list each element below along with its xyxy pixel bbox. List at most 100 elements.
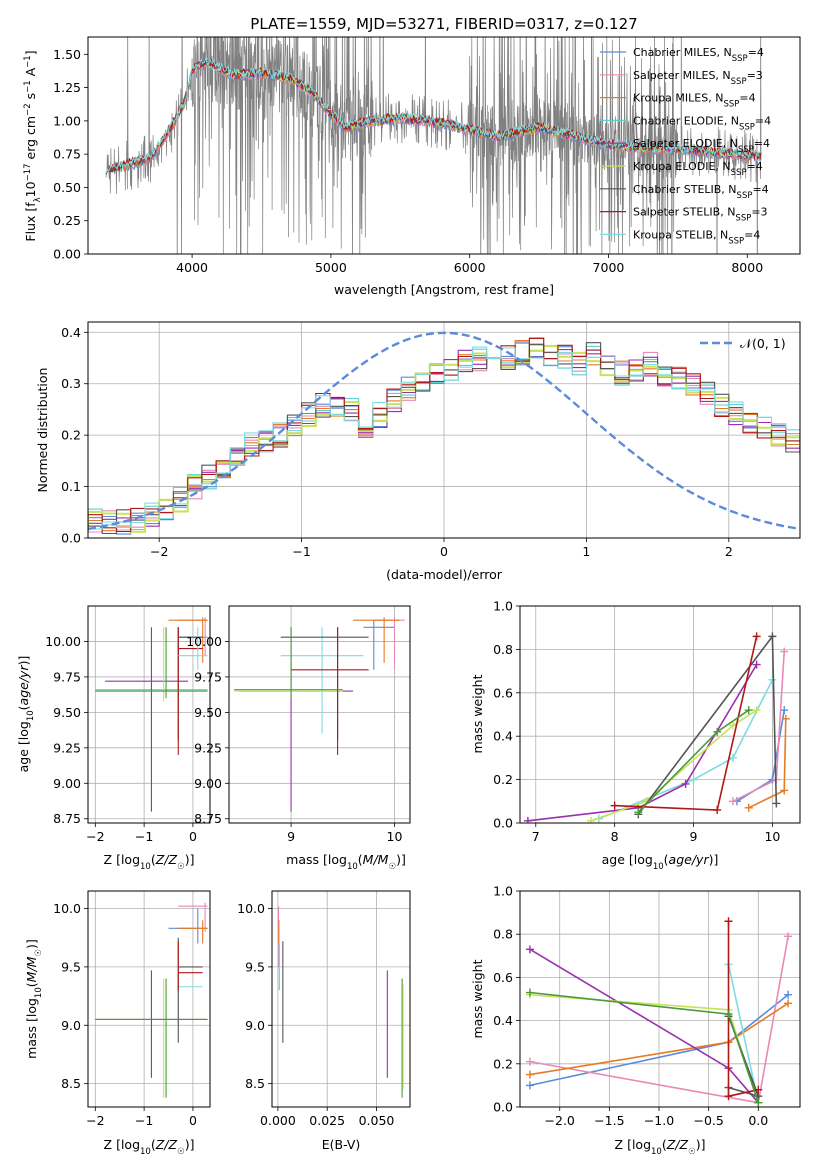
x-axis-label: age [log10(age/yr)] <box>602 852 719 872</box>
y-tick-label: 9.75 <box>53 669 81 684</box>
plus-marker <box>780 786 789 795</box>
x-axis-label: Z [log10(Z/Z☉)] <box>104 1137 195 1157</box>
x-tick-label: 7000 <box>593 260 625 275</box>
y-tick-label: 0.1 <box>61 479 81 494</box>
error-bar <box>353 617 400 663</box>
error-bar <box>168 908 208 944</box>
plus-marker <box>752 706 761 715</box>
plus-marker <box>744 706 753 715</box>
weight-series <box>724 917 763 1101</box>
legend-label: Chabrier ELODIE, NSSP=4 <box>633 114 771 132</box>
legend-label: Salpeter STELIB, NSSP=3 <box>633 206 768 224</box>
plus-marker <box>784 932 793 941</box>
plot-area <box>234 617 405 812</box>
y-tick-label: 10.00 <box>186 634 222 649</box>
y-tick-label: 9.00 <box>53 776 81 791</box>
residual-histogram <box>88 340 800 532</box>
x-axis-label: Z [log10(Z/Z☉)] <box>104 852 195 872</box>
series-line <box>527 664 758 822</box>
plus-marker <box>634 808 643 817</box>
legend-label: Chabrier STELIB, NSSP=4 <box>633 183 769 201</box>
error-bar <box>373 617 405 670</box>
y-tick-label: 8.75 <box>194 811 222 826</box>
y-tick-label: 1.00 <box>53 113 81 128</box>
y-tick-label: 0.0 <box>493 1100 513 1115</box>
error-bar <box>291 627 369 755</box>
x-tick-label: 0.050 <box>359 1113 395 1128</box>
y-tick-label: 0.4 <box>493 729 513 744</box>
x-tick-label: 0.000 <box>260 1113 296 1128</box>
plus-marker <box>681 779 690 788</box>
plus-marker <box>713 805 722 814</box>
error-bar <box>234 627 343 699</box>
y-tick-label: 0.2 <box>61 428 81 443</box>
x-axis-label: Z [log10(Z/Z☉)] <box>615 1137 706 1157</box>
x-tick-label: −2 <box>150 544 168 559</box>
plus-marker <box>586 816 595 823</box>
plot-area <box>95 902 208 1098</box>
y-axis-label: Flux [fλ10−17 erg cm−2 s−1 A−1] <box>23 50 43 241</box>
weight-series <box>594 675 777 823</box>
weight-series <box>525 990 763 1107</box>
axes-frame <box>87 890 211 1108</box>
residual-histogram <box>88 337 800 531</box>
mass-weight-vs-metallicity-chart: −2.0 −1.5 −1.0 −0.5 0.0 0.0 0.2 0.4 0.6 0.8 1.0 Z [… <box>470 884 801 1157</box>
residual-histogram <box>88 346 800 531</box>
y-tick-label: 0.0 <box>493 816 513 831</box>
x-tick-label: 8 <box>611 829 619 844</box>
y-axis-label: mass weight <box>470 959 485 1038</box>
residual-histogram <box>88 349 800 531</box>
error-bar <box>178 627 208 670</box>
y-tick-label: 9.5 <box>245 959 265 974</box>
plot-area <box>277 906 404 1098</box>
plus-marker <box>689 775 698 784</box>
axes-frame <box>228 605 411 824</box>
plot-area <box>523 632 790 823</box>
x-tick-label: −1 <box>135 1113 153 1128</box>
residual-histogram <box>88 337 800 533</box>
legend: Chabrier MILES, NSSP=4 Salpeter MILES, NS… <box>600 46 771 246</box>
x-tick-label: 0.0 <box>748 1113 768 1128</box>
plus-marker <box>728 797 737 806</box>
x-tick-label: −1.0 <box>644 1113 674 1128</box>
x-tick-label: 8000 <box>731 260 763 275</box>
y-tick-label: 9.0 <box>61 1018 81 1033</box>
weight-series <box>525 988 763 1107</box>
plus-marker <box>768 675 777 684</box>
plus-marker <box>784 990 793 999</box>
x-tick-label: 0 <box>440 544 448 559</box>
y-tick-label: 1.0 <box>493 884 513 899</box>
mass-weight-vs-age-chart: 7 8 9 10 0.0 0.2 0.4 0.6 0.8 1.0 age [log10(age/yr… <box>470 599 801 872</box>
plus-marker <box>744 803 753 812</box>
y-tick-label: 0.8 <box>493 927 513 942</box>
y-tick-label: 0.25 <box>53 213 81 228</box>
plus-marker <box>772 799 781 808</box>
x-axis-label: wavelength [Angstrom, rest frame] <box>334 282 554 297</box>
error-bar <box>178 920 208 944</box>
y-axis-label: Normed distribution <box>35 368 50 493</box>
plus-marker <box>523 816 532 823</box>
legend-label: Salpeter ELODIE, NSSP=4 <box>633 137 770 155</box>
weight-series <box>610 632 761 814</box>
y-tick-label: 1.50 <box>53 47 81 62</box>
residual-histogram <box>88 342 800 535</box>
model-line <box>105 58 762 174</box>
x-tick-label: −2 <box>86 1113 104 1128</box>
x-tick-label: 9 <box>690 829 698 844</box>
error-bar <box>363 620 395 670</box>
plus-marker <box>525 1057 534 1066</box>
x-tick-label: 10 <box>387 829 403 844</box>
y-tick-label: 9.25 <box>194 740 222 755</box>
y-tick-label: 9.0 <box>245 1018 265 1033</box>
y-tick-label: 0.75 <box>53 147 81 162</box>
legend-label: Salpeter MILES, NSSP=3 <box>633 69 763 87</box>
plus-marker <box>728 753 737 762</box>
error-bar <box>280 627 369 741</box>
weight-series <box>586 706 761 823</box>
y-tick-label: 0.4 <box>493 1013 513 1028</box>
residuals-chart: −2 −1 0 1 2 0.0 0.1 0.2 0.3 0.4 𝒩(0, 1) (data-model… <box>35 321 801 582</box>
axes-frame <box>519 890 801 1108</box>
weight-series <box>744 714 790 812</box>
series-line <box>598 679 774 820</box>
